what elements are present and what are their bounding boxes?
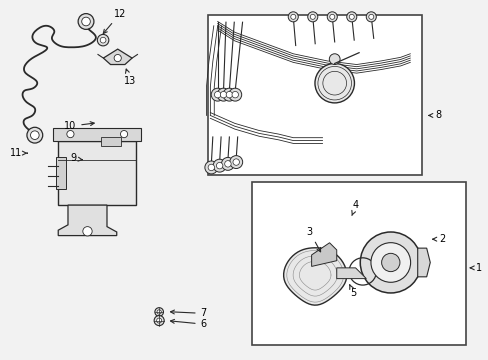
Ellipse shape: [346, 12, 356, 22]
Text: 8: 8: [428, 111, 441, 121]
Ellipse shape: [309, 14, 315, 19]
Text: 6: 6: [170, 319, 206, 329]
Ellipse shape: [287, 12, 298, 22]
Ellipse shape: [67, 131, 74, 138]
Text: 2: 2: [432, 234, 445, 244]
Text: 12: 12: [103, 9, 126, 33]
Polygon shape: [336, 268, 366, 279]
Ellipse shape: [120, 131, 127, 138]
Ellipse shape: [223, 88, 235, 101]
Ellipse shape: [307, 12, 317, 22]
Polygon shape: [283, 248, 346, 305]
Ellipse shape: [221, 157, 234, 170]
Ellipse shape: [326, 12, 337, 22]
Ellipse shape: [114, 54, 121, 62]
Text: 7: 7: [170, 309, 206, 318]
Ellipse shape: [78, 14, 94, 30]
Ellipse shape: [82, 226, 92, 236]
Ellipse shape: [81, 17, 90, 26]
Polygon shape: [58, 205, 117, 235]
Ellipse shape: [366, 12, 376, 22]
Ellipse shape: [232, 159, 239, 165]
Ellipse shape: [328, 54, 339, 64]
Ellipse shape: [360, 232, 421, 293]
Ellipse shape: [228, 88, 241, 101]
Text: 1: 1: [469, 263, 481, 273]
Text: 4: 4: [351, 200, 358, 216]
Ellipse shape: [329, 14, 334, 19]
Ellipse shape: [27, 127, 42, 143]
Ellipse shape: [370, 243, 410, 282]
Ellipse shape: [204, 161, 217, 174]
Ellipse shape: [229, 156, 242, 168]
Polygon shape: [103, 49, 132, 64]
Ellipse shape: [30, 131, 39, 139]
Ellipse shape: [231, 91, 238, 98]
Ellipse shape: [368, 14, 373, 19]
Ellipse shape: [155, 308, 163, 316]
Ellipse shape: [211, 88, 224, 101]
Bar: [251, 182, 466, 345]
Bar: [58, 140, 136, 205]
Text: 13: 13: [123, 69, 136, 86]
Ellipse shape: [216, 162, 223, 169]
Bar: [56, 157, 65, 189]
Ellipse shape: [156, 318, 162, 323]
Ellipse shape: [157, 310, 161, 314]
Polygon shape: [417, 248, 429, 277]
Bar: [207, 15, 422, 175]
Ellipse shape: [154, 316, 164, 325]
Ellipse shape: [208, 164, 214, 171]
Text: 9: 9: [70, 153, 82, 163]
Ellipse shape: [213, 159, 225, 172]
Ellipse shape: [100, 37, 106, 43]
Text: 5: 5: [349, 285, 356, 298]
Ellipse shape: [381, 253, 399, 272]
Ellipse shape: [220, 91, 226, 98]
Ellipse shape: [97, 35, 109, 46]
Ellipse shape: [290, 14, 295, 19]
Ellipse shape: [314, 63, 354, 103]
Ellipse shape: [224, 161, 231, 167]
Polygon shape: [311, 243, 336, 266]
Text: 11: 11: [9, 148, 27, 158]
Bar: [53, 128, 141, 140]
Ellipse shape: [217, 88, 229, 101]
Text: 10: 10: [64, 121, 94, 131]
Ellipse shape: [214, 91, 221, 98]
Bar: [101, 137, 121, 146]
Ellipse shape: [348, 14, 354, 19]
Ellipse shape: [225, 91, 232, 98]
Text: 3: 3: [306, 227, 320, 252]
